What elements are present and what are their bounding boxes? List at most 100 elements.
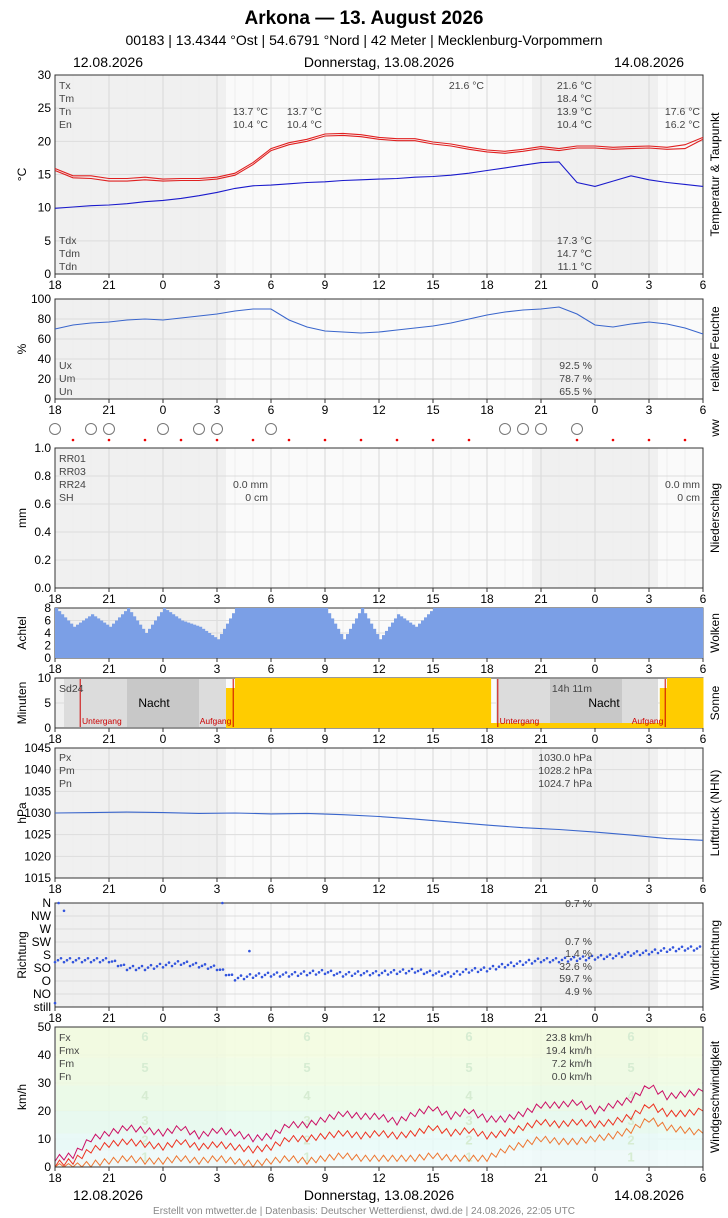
clouds-bar (442, 608, 446, 658)
clouds-bar (622, 608, 626, 658)
temperature-ytick-label: 15 (38, 168, 52, 182)
clouds-xtick-label: 15 (426, 662, 440, 676)
wind-direction-point (509, 961, 513, 964)
wind-direction-point (500, 962, 504, 966)
clouds-bar (625, 608, 629, 658)
clouds-bar (283, 608, 287, 658)
wind-direction-point (278, 975, 282, 978)
wind-direction-point (122, 963, 126, 967)
temperature-info-label: Tn (59, 106, 71, 118)
clouds-bar (277, 608, 281, 658)
clouds-bar (286, 608, 290, 658)
clouds-bar (199, 626, 203, 658)
clouds-bar (331, 618, 335, 658)
ww-precip-dot (215, 438, 219, 442)
clouds-bar (397, 614, 401, 658)
wind-speed-beaufort-label: 3 (141, 1113, 148, 1128)
clouds-bar (541, 608, 545, 658)
wind-direction-point (635, 950, 639, 953)
wind-direction-point (488, 967, 492, 970)
wind-direction-point (350, 974, 354, 978)
clouds-xtick-label: 18 (480, 662, 494, 676)
wind-speed-xtick-label: 12 (372, 1171, 386, 1185)
wind-speed-xtick-label: 9 (322, 1171, 329, 1185)
sunshine-bar (415, 678, 434, 728)
wind-direction-point (452, 972, 456, 976)
precipitation-night-1 (55, 448, 226, 588)
clouds-bar (70, 623, 74, 658)
wind-direction-point (59, 956, 63, 960)
wind-direction-point (698, 945, 702, 948)
clouds-bar (628, 608, 632, 658)
clouds-bar (151, 624, 155, 658)
wind-direction-point (437, 970, 441, 973)
clouds-bar (178, 618, 182, 658)
wind-direction-point (389, 971, 393, 974)
clouds-bar (121, 614, 125, 658)
clouds-y-axis-label: Achtel (15, 616, 29, 649)
wind-direction-point (521, 963, 525, 967)
clouds-bar (211, 635, 215, 658)
clouds-bar (115, 620, 119, 658)
clouds-xtick-label: 6 (268, 662, 275, 676)
clouds-bar (430, 611, 434, 658)
clouds-bar (619, 608, 623, 658)
pressure-ytick-label: 1015 (24, 871, 51, 885)
pressure-xtick-label: 18 (480, 882, 494, 896)
sunshine-xtick-label: 15 (426, 732, 440, 746)
clouds-bar (616, 608, 620, 658)
clouds-bar (292, 608, 296, 658)
humidity-xtick-label: 21 (102, 403, 116, 417)
wind-direction-point (341, 975, 345, 978)
clouds-bar (640, 608, 644, 658)
wind-direction-ytick-label: NW (31, 909, 52, 923)
wind-direction-point (524, 961, 528, 964)
clouds-bar (202, 628, 206, 658)
pressure-xtick-label: 6 (700, 882, 707, 896)
wind-direction-point (71, 960, 75, 964)
wind-direction-point (581, 955, 585, 958)
sunshine-bar (253, 678, 272, 728)
wind-direction-point (68, 956, 72, 960)
humidity-xtick-label: 6 (268, 403, 275, 417)
sunshine-bar (487, 678, 492, 728)
clouds-xtick-label: 6 (700, 662, 707, 676)
wind-direction-point (62, 960, 66, 964)
clouds-bar (310, 608, 314, 658)
humidity-info-label: Ux (59, 360, 73, 372)
wind-speed-xtick-label: 6 (268, 1171, 275, 1185)
wind-direction-point (57, 901, 60, 905)
clouds-bar (220, 634, 224, 658)
temperature-dew-label: Tdm (59, 248, 80, 260)
clouds-bar (538, 608, 542, 658)
clouds-bar (499, 608, 503, 658)
wind-direction-point (434, 972, 438, 975)
sunshine-xtick-label: 3 (646, 732, 653, 746)
pressure-xtick-label: 21 (534, 882, 548, 896)
wind-direction-point (626, 950, 630, 954)
wind-direction-point (647, 953, 651, 956)
clouds-bar (649, 608, 653, 658)
clouds-bar (280, 608, 284, 658)
wind-speed-line (54, 1084, 704, 1162)
ww-precip-dot (179, 438, 183, 442)
wind-direction-point (311, 969, 315, 973)
wind-direction-point (431, 973, 435, 977)
wind-direction-point (266, 971, 270, 975)
humidity-y-axis-label: % (15, 343, 29, 354)
clouds-bar (553, 608, 557, 658)
sunshine-xtick-label: 6 (268, 732, 275, 746)
pressure-info-value: 1028.2 hPa (538, 765, 592, 777)
clouds-bar (334, 623, 338, 658)
wind-direction-xtick-label: 18 (480, 1011, 494, 1025)
clouds-bar (88, 616, 92, 658)
clouds-bar (238, 608, 242, 658)
temperature-series-line (54, 134, 704, 182)
sunshine-side-label: Sonne (708, 685, 722, 720)
wind-speed-xtick-label: 3 (646, 1171, 653, 1185)
wind-direction-point (200, 964, 204, 968)
clouds-bar (97, 618, 101, 658)
wind-direction-xtick-label: 0 (592, 1011, 599, 1025)
wind-direction-point (104, 956, 108, 960)
clouds-bar (289, 608, 293, 658)
